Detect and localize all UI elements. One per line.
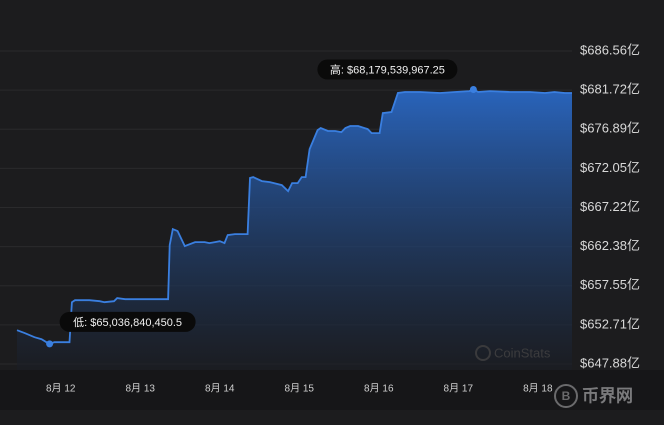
annotation: 低: $65,036,840,450.5 xyxy=(73,316,182,329)
x-axis-strip xyxy=(0,370,664,410)
x-tick-label: 8月 18 xyxy=(523,383,553,395)
watermark: CoinStats xyxy=(494,345,551,360)
watermark-logo xyxy=(554,384,578,408)
x-tick-label: 8月 16 xyxy=(364,383,394,395)
y-tick-label: $657.55亿 xyxy=(580,277,640,292)
y-tick-label: $681.72亿 xyxy=(580,82,640,97)
extreme-marker xyxy=(469,86,477,94)
watermark-logo-letter: B xyxy=(562,389,571,403)
annotation: 高: $68,179,539,967.25 xyxy=(330,62,445,76)
y-tick-label: $647.88亿 xyxy=(580,355,640,370)
y-tick-label: $662.38亿 xyxy=(580,238,640,253)
y-tick-label: $652.71亿 xyxy=(580,316,640,331)
watermark-logo xyxy=(475,345,491,361)
extreme-marker xyxy=(46,340,54,348)
y-tick-label: $676.89亿 xyxy=(580,121,640,136)
y-tick-label: $667.22亿 xyxy=(580,199,640,214)
x-tick-label: 8月 13 xyxy=(126,383,156,395)
x-tick-label: 8月 12 xyxy=(46,383,76,395)
watermark: 币界网 xyxy=(582,386,633,405)
annotation-box xyxy=(59,311,196,332)
annotation-box xyxy=(317,59,458,80)
y-tick-label: $686.56亿 xyxy=(580,42,640,57)
x-tick-label: 8月 15 xyxy=(285,383,315,395)
x-tick-label: 8月 14 xyxy=(205,383,235,395)
y-tick-label: $672.05亿 xyxy=(580,160,640,175)
x-tick-label: 8月 17 xyxy=(444,383,474,395)
line xyxy=(16,88,572,345)
